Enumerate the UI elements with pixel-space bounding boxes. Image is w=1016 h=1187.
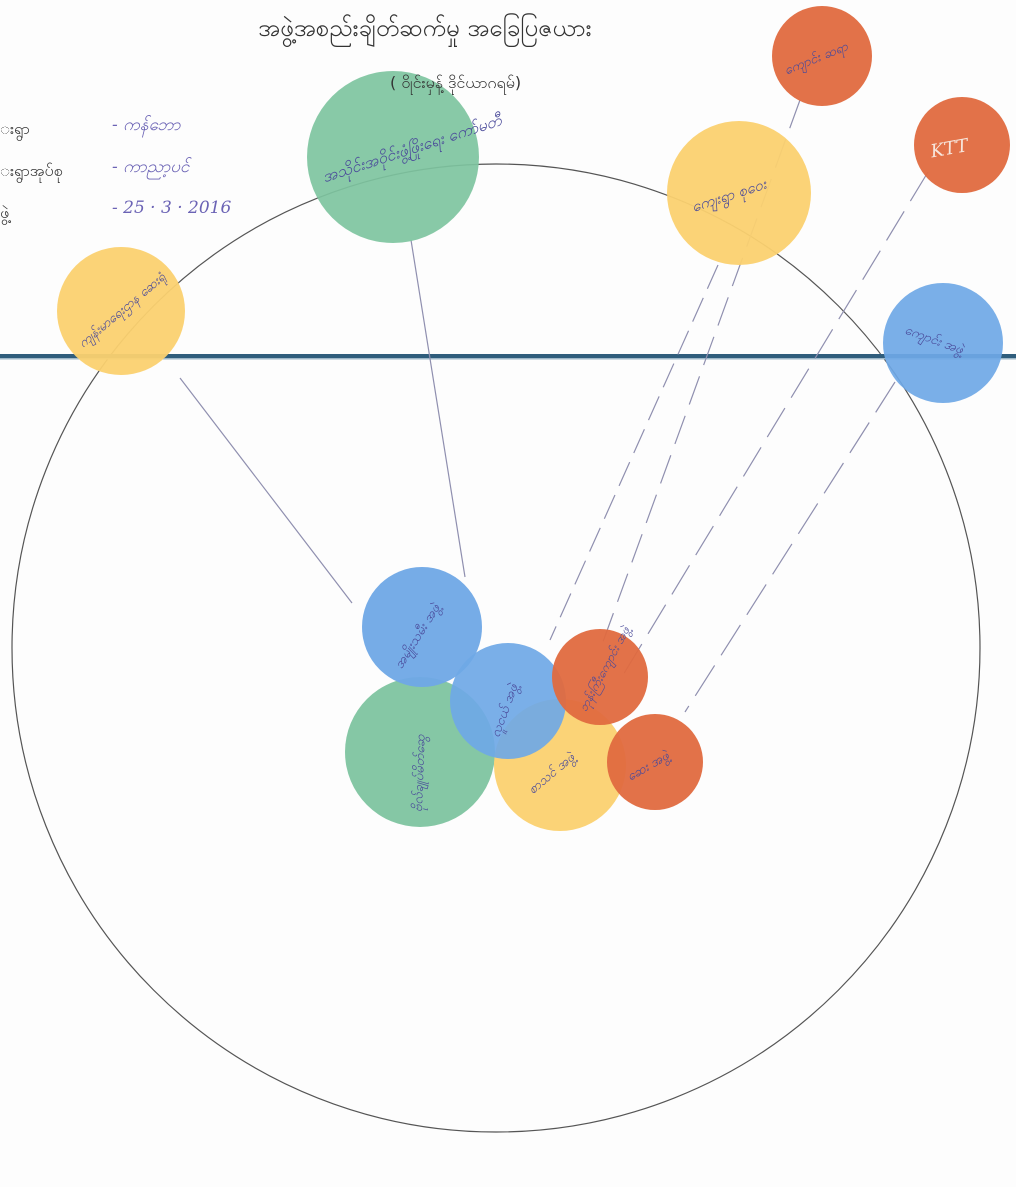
horizontal-divider-line — [0, 354, 1016, 358]
outer-bubble-yellow-right — [667, 121, 811, 265]
connector-blue-right — [684, 381, 896, 713]
inner-bubble-red-top — [552, 629, 648, 725]
outer-bubble-blue-right — [883, 283, 1003, 403]
connector-green-top — [410, 239, 466, 578]
inner-bubble-red-bottom — [607, 714, 703, 810]
info-label-village: းရွာ — [0, 119, 30, 138]
community-circle — [11, 163, 981, 1133]
label-inner-green: ဗိုလ်ချုပ်မိတ်ဆွေ — [410, 734, 431, 812]
page-subtitle: ( ၀ိုင်းမှန့် ဒိုင်ယာဂရမ်) — [390, 73, 522, 92]
outer-bubble-yellow-left — [57, 247, 185, 375]
outer-bubbles — [57, 6, 1010, 403]
inner-bubble-blue-mid — [450, 643, 566, 759]
connector-yellow-right — [549, 264, 719, 641]
info-value-village: - ကန်ဘော — [112, 115, 181, 135]
connector-yellow-left — [179, 377, 353, 604]
page-title: အဖွဲ့အစည်းချိတ်ဆက်မှု အခြေပြဇယား — [258, 14, 592, 42]
connector-red-ktt — [619, 171, 929, 681]
info-value-village-tract: - ကာညာ့ပင် — [112, 157, 190, 177]
horizontal-divider-line-shadow — [0, 358, 1016, 360]
connector-lines — [179, 99, 929, 713]
inner-bubble-blue-top — [362, 567, 482, 687]
outer-bubble-red-top — [772, 6, 872, 106]
outer-bubble-red-ktt — [914, 97, 1010, 193]
info-value-date: - 25 · 3 · 2016 — [112, 198, 232, 218]
outer-bubble-green-top — [307, 71, 479, 243]
info-label-date: ဖွဲ့ — [0, 203, 10, 222]
info-label-village-tract: းရွာအုပ်စု — [0, 161, 63, 180]
inner-bubbles — [345, 567, 703, 831]
